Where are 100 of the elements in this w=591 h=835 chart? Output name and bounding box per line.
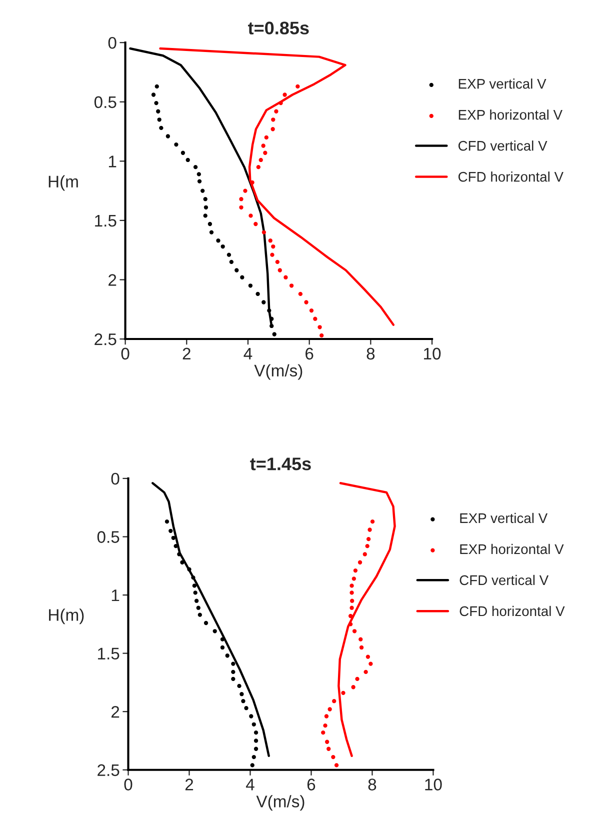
point bbox=[271, 244, 276, 249]
point bbox=[272, 332, 276, 336]
point bbox=[250, 763, 254, 768]
point bbox=[355, 676, 360, 682]
point bbox=[200, 188, 205, 193]
point bbox=[198, 612, 202, 617]
point bbox=[248, 284, 253, 288]
point bbox=[365, 544, 370, 548]
point bbox=[328, 707, 332, 712]
point bbox=[194, 598, 199, 603]
point bbox=[154, 100, 158, 106]
point bbox=[151, 92, 156, 97]
point bbox=[154, 84, 159, 89]
point bbox=[241, 699, 246, 704]
y-tick-label: 1 bbox=[108, 156, 116, 168]
point bbox=[252, 722, 256, 726]
y-tick-label: 1.5 bbox=[95, 215, 116, 227]
y-tick-label: 1.5 bbox=[98, 648, 120, 660]
point bbox=[209, 230, 214, 234]
point bbox=[282, 92, 287, 97]
x-axis-title: V(m/s) bbox=[254, 364, 302, 380]
point bbox=[275, 260, 280, 264]
point bbox=[324, 714, 329, 718]
x-tick-label: 8 bbox=[368, 778, 376, 790]
y-tick-label: 0.5 bbox=[94, 96, 116, 108]
point bbox=[350, 598, 354, 603]
point bbox=[248, 214, 253, 218]
point bbox=[359, 645, 364, 650]
point bbox=[263, 150, 268, 155]
point bbox=[168, 528, 173, 533]
point bbox=[326, 746, 331, 751]
point bbox=[296, 84, 300, 89]
legend-label: CFD vertical V bbox=[460, 574, 549, 586]
point bbox=[220, 645, 225, 650]
line-series bbox=[159, 47, 394, 326]
x-axis-title: V(m/s) bbox=[256, 795, 304, 811]
x-tick-label: 4 bbox=[244, 348, 252, 360]
y-axis-title: H(m) bbox=[49, 608, 84, 624]
point bbox=[204, 205, 208, 210]
y-tick-label: 1 bbox=[112, 590, 120, 602]
legend-label: EXP horizontal V bbox=[458, 110, 562, 120]
point bbox=[274, 109, 278, 114]
point bbox=[197, 179, 202, 184]
x-tick-label: 10 bbox=[424, 348, 441, 360]
legend-label: CFD vertical V bbox=[458, 140, 548, 151]
point bbox=[284, 275, 288, 280]
point bbox=[252, 754, 256, 760]
y-tick-label: 2 bbox=[111, 706, 120, 718]
point bbox=[323, 723, 328, 728]
point bbox=[298, 292, 303, 296]
point bbox=[331, 754, 336, 760]
point bbox=[320, 333, 324, 338]
point bbox=[366, 536, 371, 542]
x-tick-label: 10 bbox=[425, 778, 442, 790]
point bbox=[270, 252, 274, 257]
x-tick-label: 6 bbox=[307, 778, 316, 790]
point bbox=[256, 165, 260, 170]
point bbox=[358, 560, 362, 564]
point bbox=[249, 714, 254, 718]
point bbox=[231, 670, 236, 674]
point bbox=[186, 158, 190, 162]
y-tick-label: 2.5 bbox=[94, 333, 116, 346]
point bbox=[278, 268, 282, 272]
point bbox=[229, 260, 234, 264]
chart-title: t=1.45s bbox=[250, 458, 311, 470]
point bbox=[350, 584, 354, 588]
point bbox=[204, 620, 208, 626]
point bbox=[180, 150, 186, 155]
point bbox=[208, 222, 212, 226]
point bbox=[220, 637, 225, 642]
point bbox=[203, 214, 208, 218]
point bbox=[239, 197, 244, 202]
line-series bbox=[129, 47, 273, 328]
point bbox=[362, 552, 367, 556]
point bbox=[225, 654, 230, 658]
point bbox=[258, 158, 263, 162]
y-tick-label: 0 bbox=[111, 472, 120, 485]
point bbox=[351, 685, 356, 690]
y-tick-label: 0.5 bbox=[97, 531, 120, 543]
point bbox=[350, 606, 354, 610]
point bbox=[254, 730, 258, 735]
legend-label: EXP vertical V bbox=[458, 78, 546, 89]
point bbox=[231, 676, 236, 682]
point bbox=[271, 118, 276, 122]
legend-label: CFD horizontal V bbox=[460, 606, 565, 616]
point bbox=[366, 654, 370, 659]
point bbox=[318, 325, 322, 330]
point bbox=[216, 238, 220, 243]
y-tick-label: 2.5 bbox=[98, 764, 120, 776]
point bbox=[166, 134, 170, 138]
point bbox=[157, 118, 162, 122]
y-tick-label: 2 bbox=[108, 274, 116, 286]
point bbox=[250, 180, 254, 185]
point bbox=[177, 552, 182, 556]
point bbox=[313, 316, 318, 321]
point bbox=[171, 536, 176, 540]
point bbox=[256, 292, 260, 296]
point bbox=[368, 528, 372, 532]
point bbox=[348, 614, 353, 618]
point bbox=[164, 520, 170, 524]
